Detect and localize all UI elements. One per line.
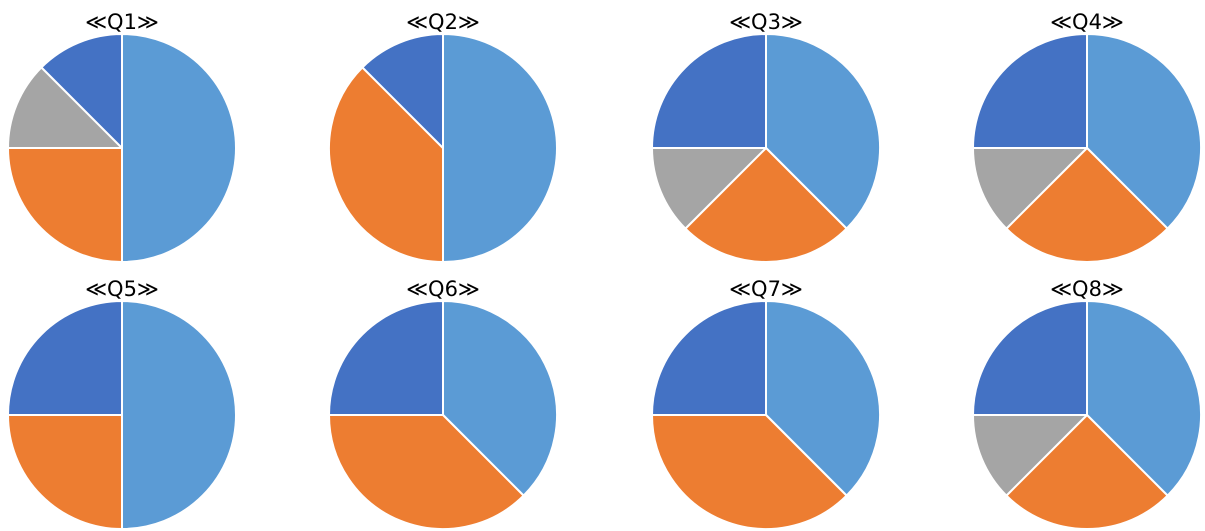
pie-title: ≪Q4≫ — [1050, 10, 1124, 34]
pie-slice — [328, 414, 525, 530]
pie-title: ≪Q6≫ — [406, 277, 480, 301]
pie-slice — [972, 147, 1088, 230]
pie-slice — [121, 33, 237, 263]
pie-title: ≪Q8≫ — [1050, 277, 1124, 301]
pie-slice — [7, 414, 123, 530]
pie-slice — [7, 66, 123, 149]
pie-slice — [651, 147, 767, 230]
pie-slice — [442, 300, 558, 497]
pie-slice — [651, 33, 767, 149]
pie-slice — [328, 66, 444, 263]
pie-slice — [684, 147, 848, 263]
pie-chart-q3: ≪Q3≫ — [651, 10, 881, 263]
pie-slice — [651, 414, 848, 530]
pie-slice — [361, 33, 444, 149]
pie-slice — [972, 300, 1088, 416]
pie-slice — [40, 33, 123, 149]
pie-title: ≪Q1≫ — [85, 10, 159, 34]
pie-chart-q6: ≪Q6≫ — [328, 277, 558, 530]
pie-title: ≪Q7≫ — [729, 277, 803, 301]
pie-slice — [765, 33, 881, 230]
pie-slice — [7, 147, 123, 263]
pie-slice — [121, 300, 237, 530]
pie-chart-q1: ≪Q1≫ — [7, 10, 237, 263]
pie-title: ≪Q3≫ — [729, 10, 803, 34]
pie-slice — [1086, 300, 1202, 497]
pie-title: ≪Q5≫ — [85, 277, 159, 301]
pie-slice — [972, 414, 1088, 497]
pie-slice — [651, 300, 767, 416]
pie-chart-q5: ≪Q5≫ — [7, 277, 237, 530]
pie-slice — [328, 300, 444, 416]
pie-slice — [1005, 414, 1169, 530]
pie-chart-q8: ≪Q8≫ — [972, 277, 1202, 530]
pie-slice — [1086, 33, 1202, 230]
pie-slice — [442, 33, 558, 263]
pie-chart-q4: ≪Q4≫ — [972, 10, 1202, 263]
pie-slice — [1005, 147, 1169, 263]
pie-chart-q2: ≪Q2≫ — [328, 10, 558, 263]
pie-chart-q7: ≪Q7≫ — [651, 277, 881, 530]
pie-slice — [972, 33, 1088, 149]
pie-title: ≪Q2≫ — [406, 10, 480, 34]
pie-slice — [765, 300, 881, 497]
pie-slice — [7, 300, 123, 416]
